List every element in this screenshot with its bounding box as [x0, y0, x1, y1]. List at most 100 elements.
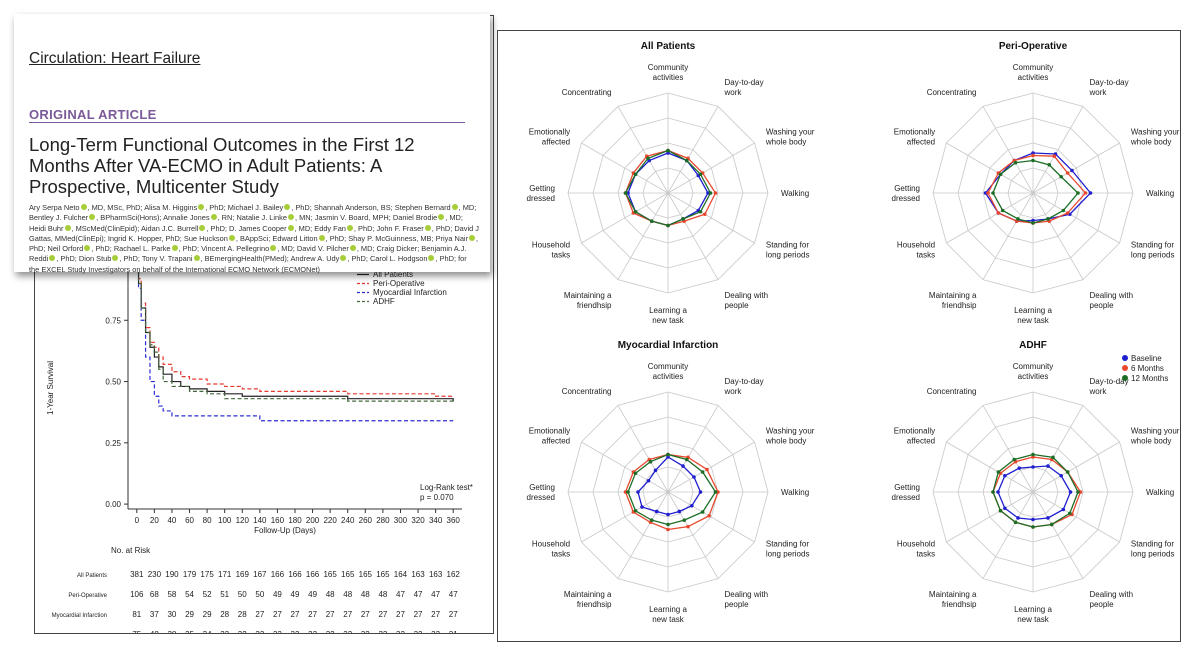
author-name[interactable]: John F. Fraser [376, 223, 424, 233]
author-name[interactable]: Daniel Brodie [392, 213, 438, 223]
risk-cell: 27 [361, 610, 370, 619]
author-name[interactable]: David V. Pilcher [296, 244, 349, 254]
orcid-icon[interactable] [287, 214, 294, 221]
orcid-icon[interactable] [270, 245, 277, 252]
author-name[interactable]: Vincent A. Pellegrino [201, 244, 270, 254]
risk-cell: 167 [253, 570, 267, 579]
author-name[interactable]: Bentley J. Fulcher [29, 213, 89, 223]
orcid-icon[interactable] [112, 255, 119, 262]
radar-point [996, 470, 1001, 474]
author-name[interactable]: Sue Huckson [183, 233, 228, 243]
author-name[interactable]: Carol L. Hodgson [369, 254, 428, 264]
orcid-icon[interactable] [284, 204, 291, 210]
author-name[interactable]: Ingrid K. Hopper [107, 233, 162, 243]
radar-point [1051, 455, 1055, 460]
radar-axis-label: Day-to-day work [1089, 78, 1129, 97]
author-name[interactable]: Annalie Jones [163, 213, 210, 223]
radar-axis-label: Household tasks [532, 241, 570, 260]
radar-point [633, 471, 638, 476]
radar-axis-label: Community activities [1013, 362, 1053, 381]
author-name[interactable]: Rachael L. Parke [113, 244, 171, 254]
radar-point [1076, 191, 1080, 195]
author-name[interactable]: Natalie J. Linke [236, 213, 287, 223]
orcid-icon[interactable] [228, 234, 235, 241]
author-name[interactable]: Craig Dicker [376, 244, 418, 254]
orcid-icon[interactable] [199, 224, 206, 231]
orcid-icon[interactable] [318, 234, 325, 241]
risk-cell: 27 [343, 610, 352, 619]
orcid-icon[interactable] [428, 255, 435, 262]
x-tick-label: 180 [288, 516, 302, 525]
author-name[interactable]: Heidi Buhr [29, 223, 64, 233]
author-name[interactable]: Tony V. Trapani [141, 254, 193, 264]
x-tick-label: 200 [306, 516, 320, 525]
radar-axis-label-line: activities [1018, 372, 1049, 381]
risk-cell: 32 [273, 630, 282, 633]
orcid-icon[interactable] [80, 204, 87, 210]
author-name[interactable]: Shay P. McGuinness [348, 233, 417, 243]
radar-axis-label: Washing your whole body [765, 427, 815, 446]
journal-name[interactable]: Circulation: Heart Failure [29, 50, 201, 67]
orcid-icon[interactable] [469, 234, 476, 241]
orcid-icon[interactable] [346, 224, 353, 231]
radar-axis-label: Emotionally affected [529, 427, 570, 446]
author-degrees: , MMed(ClinEpi); [50, 233, 108, 243]
orcid-icon[interactable] [340, 255, 347, 262]
author-name[interactable]: Andrew A. Udy [290, 254, 340, 264]
radar-point [713, 490, 718, 494]
orcid-icon[interactable] [193, 255, 200, 262]
orcid-icon[interactable] [64, 224, 71, 231]
radar-axis-label-line: Dealing with [725, 291, 769, 300]
orcid-icon[interactable] [84, 245, 91, 252]
radar-axis-label-line: friendhsip [577, 301, 612, 310]
radar-point [1065, 470, 1070, 474]
author-degrees: , PhD; [91, 244, 114, 254]
orcid-icon[interactable] [210, 214, 217, 221]
author-name[interactable]: D. James Cooper [229, 223, 287, 233]
radar-point [636, 490, 640, 494]
author-name[interactable]: David J Gattas [29, 223, 479, 243]
radar-axis-label-line: dressed [527, 194, 555, 203]
radar-axis-label-line: Standing for [766, 241, 809, 250]
risk-cell: 179 [183, 570, 197, 579]
orcid-icon[interactable] [438, 214, 445, 221]
author-name[interactable]: Neil Orford [47, 244, 84, 254]
orcid-icon[interactable] [89, 214, 96, 221]
author-name[interactable]: Dion Stub [78, 254, 112, 264]
legend-label: 6 Months [1131, 364, 1164, 373]
author-name[interactable]: Shannah Anderson [313, 203, 377, 212]
x-tick-label: 260 [359, 516, 373, 525]
radar-axis-label-line: Standing for [1131, 241, 1174, 250]
author-name[interactable]: Benjamin A.J. Reddi [29, 244, 467, 264]
author-name[interactable]: Eddy Fan [314, 223, 346, 233]
author-name[interactable]: Michael J. Bailey [227, 203, 284, 212]
risk-cell: 381 [130, 570, 144, 579]
author-name[interactable]: Priya Nair [435, 233, 469, 243]
author-name[interactable]: Alisa M. Higgins [144, 203, 198, 212]
orcid-icon[interactable] [49, 255, 56, 262]
radar-spoke [617, 106, 669, 194]
orcid-icon[interactable] [171, 245, 178, 252]
radar-axis-label: Maintaining a friendhsip [929, 590, 977, 609]
risk-cell: 51 [220, 590, 229, 599]
radar-axis-label-line: Maintaining a [564, 291, 612, 300]
risk-cell: 54 [185, 590, 194, 599]
author-name[interactable]: Stephen Bernard [394, 203, 451, 212]
orcid-icon[interactable] [451, 204, 458, 210]
author-name[interactable]: Jasmin V. Board [314, 213, 369, 223]
author-name[interactable]: Ary Serpa Neto [29, 203, 80, 212]
orcid-icon[interactable] [349, 245, 356, 252]
orcid-icon[interactable] [287, 224, 294, 231]
risk-cell: 32 [378, 630, 387, 633]
author-name[interactable]: Aidan J.C. Burrell [140, 223, 199, 233]
orcid-icon[interactable] [198, 204, 205, 210]
orcid-icon[interactable] [424, 224, 431, 231]
risk-cell: 165 [341, 570, 355, 579]
radar-axis-label-line: new task [652, 316, 685, 325]
x-tick-label: 40 [167, 516, 176, 525]
author-name[interactable]: Edward Litton [272, 233, 318, 243]
radar-point [684, 158, 689, 163]
legend-label: Peri-Operative [373, 279, 425, 288]
radar-point [1047, 163, 1052, 167]
legend-label: 12 Months [1131, 374, 1168, 383]
